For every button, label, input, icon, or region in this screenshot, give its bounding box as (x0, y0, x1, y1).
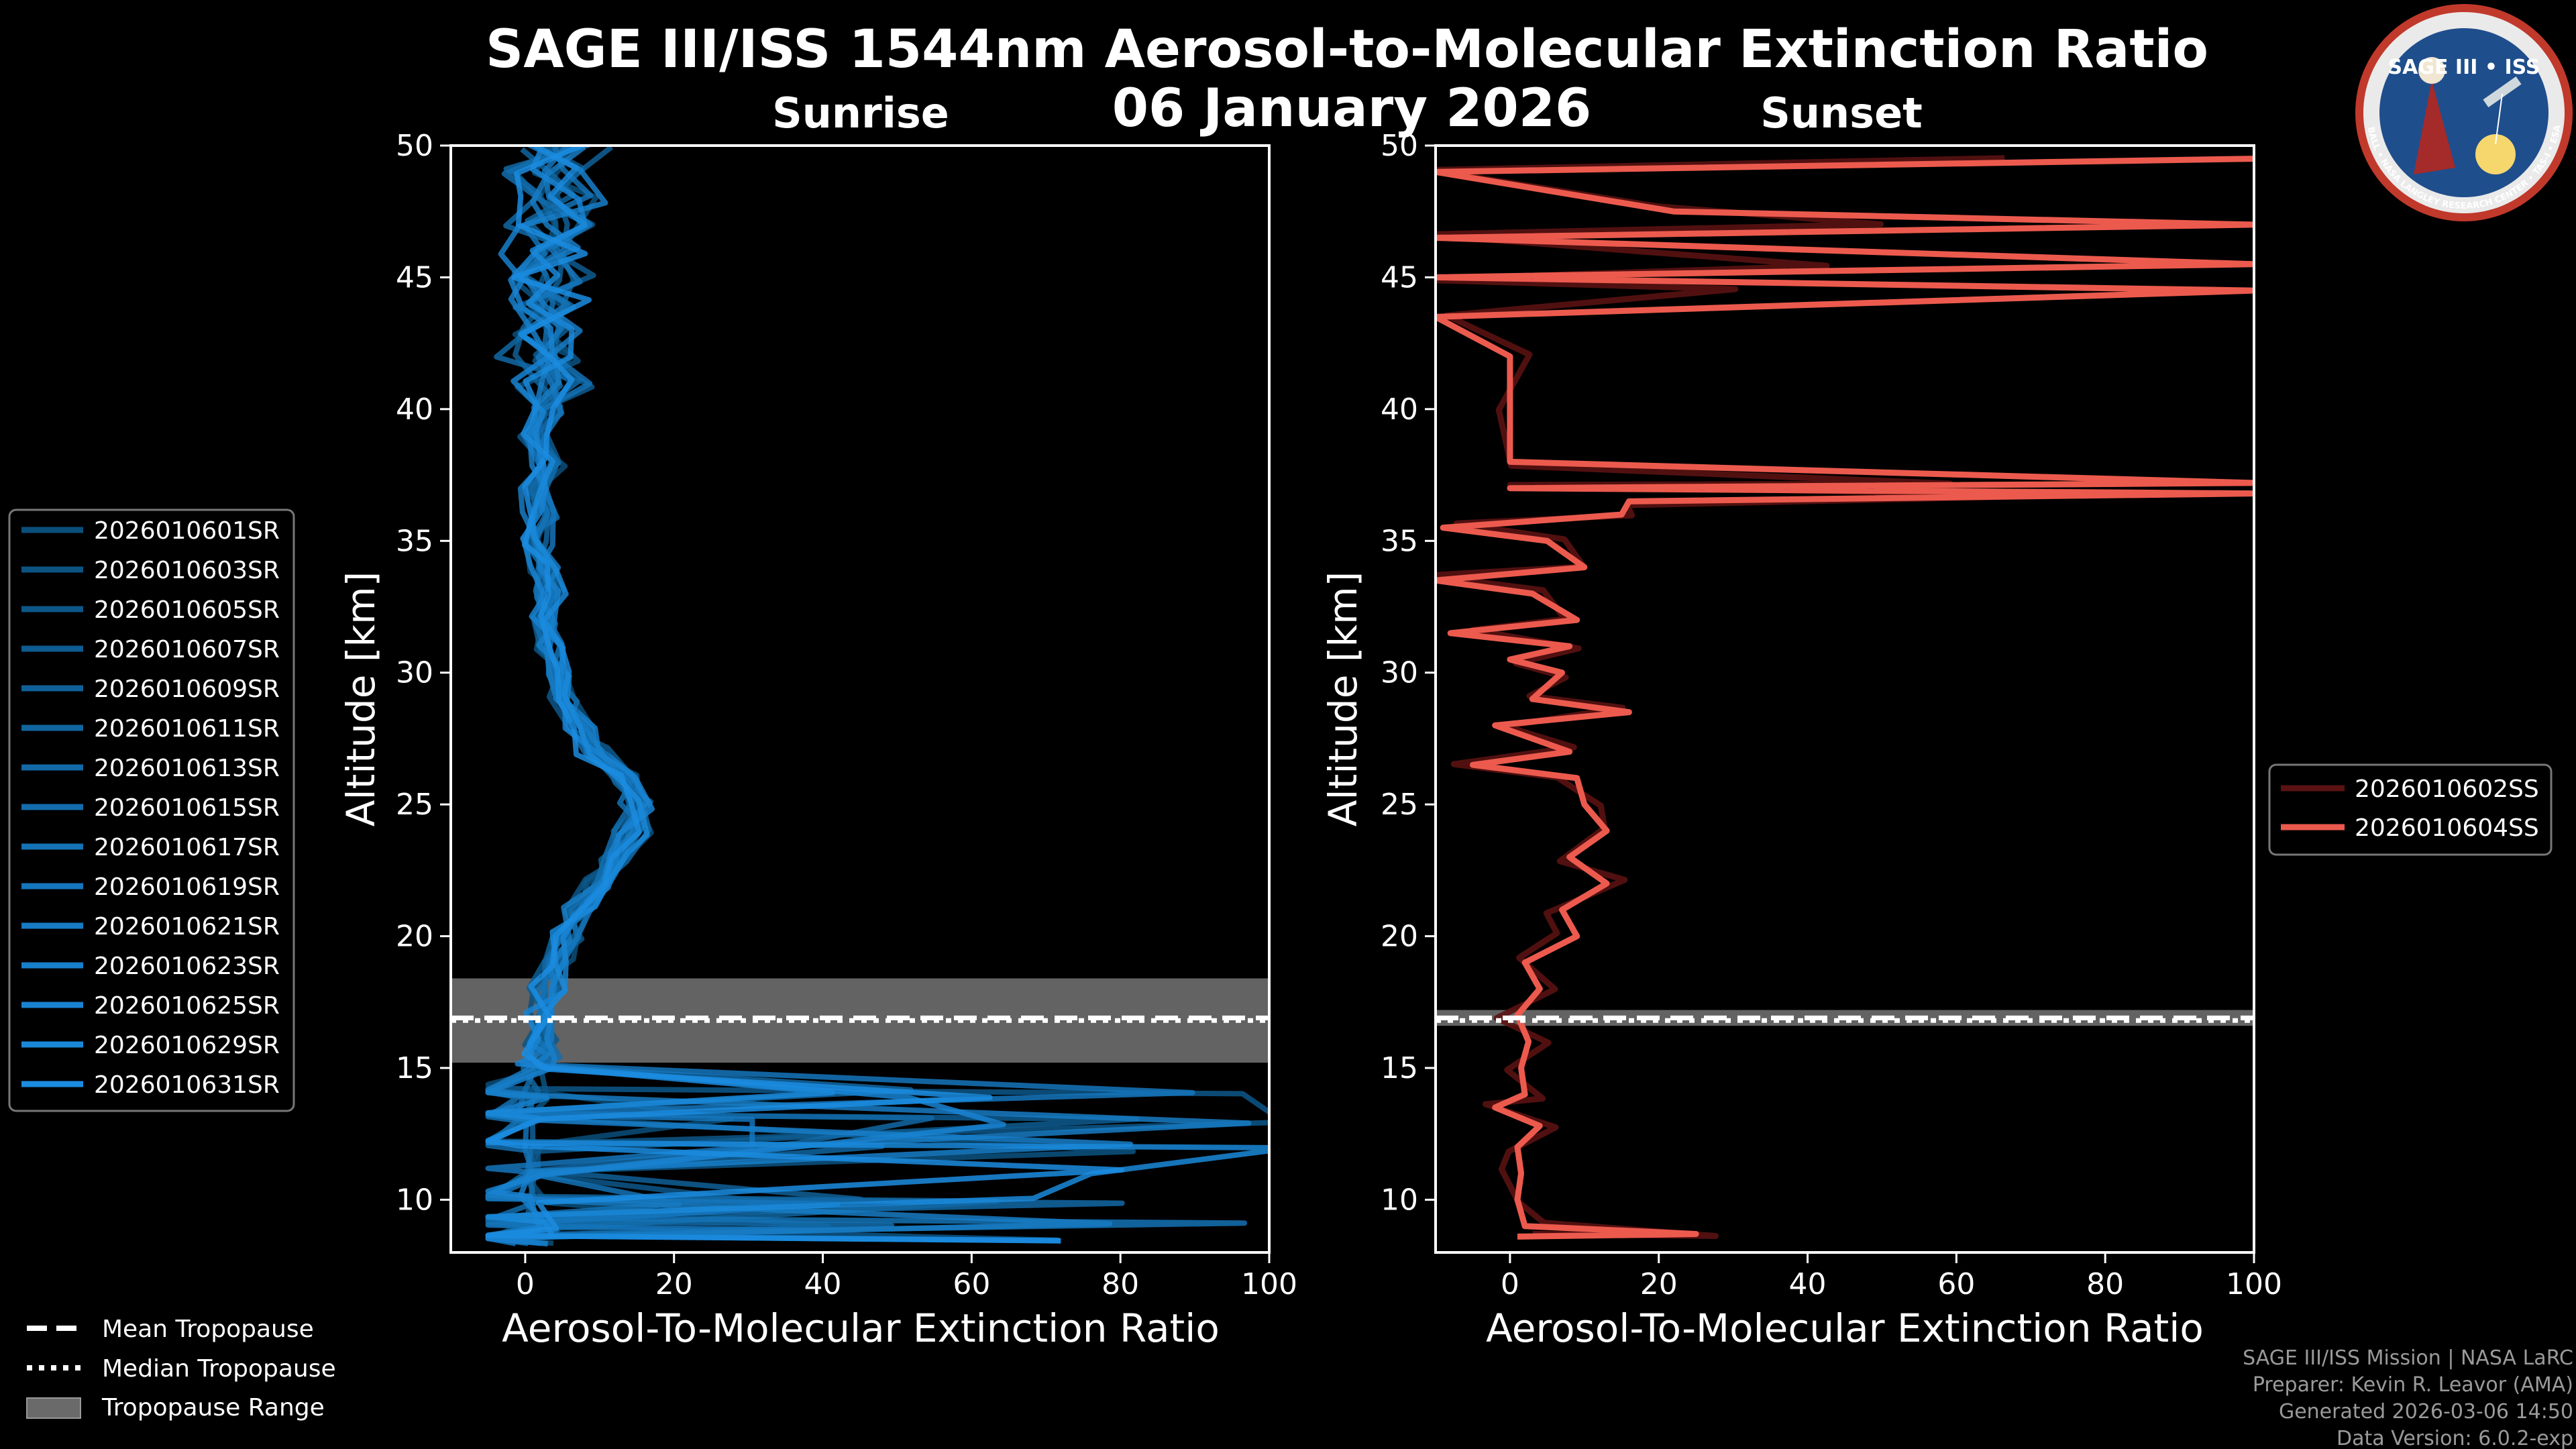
sunrise-legend: 2026010601SR 2026010603SR 2026010605SR 2026… (8, 508, 295, 1112)
sunrise-series-2026010631SR (485, 146, 1125, 1244)
legend-label-2026010613SR: 2026010613SR (94, 755, 280, 782)
footer-line-version: Data Version: 6.0.2-exp (2337, 1427, 2573, 1449)
legend-label-2026010601SR: 2026010601SR (94, 517, 280, 545)
legend-label-2026010631SR: 2026010631SR (94, 1071, 280, 1099)
y-tick-label: 30 (396, 656, 433, 690)
sunrise-legend-frame (8, 508, 295, 1112)
x-tick-label: 20 (1640, 1267, 1678, 1301)
legend-label-2026010611SR: 2026010611SR (94, 715, 280, 743)
x-tick-label: 0 (1501, 1267, 1519, 1301)
y-tick-label: 50 (396, 129, 433, 163)
tropopause-range-label: Tropopause Range (101, 1394, 325, 1421)
sunset-series-2026010602SS (1436, 155, 2065, 1239)
legend-label-2026010615SR: 2026010615SR (94, 794, 280, 822)
footer-line-mission: SAGE III/ISS Mission | NASA LaRC (2243, 1346, 2573, 1370)
y-tick-label: 15 (1381, 1051, 1418, 1085)
legend-label-2026010609SR: 2026010609SR (94, 676, 280, 703)
legend-label-2026010602SS: 2026010602SS (2355, 775, 2539, 803)
y-tick-label: 35 (396, 524, 433, 558)
sunrise-series-2026010625SR (485, 148, 1006, 1247)
y-tick-label: 10 (396, 1183, 433, 1217)
sunset-series-2026010604SS (1436, 156, 2254, 1240)
y-tick-label: 45 (396, 260, 433, 294)
x-tick-label: 40 (1789, 1267, 1827, 1301)
figure-title: SAGE III/ISS 1544nm Aerosol-to-Molecular… (486, 19, 2208, 80)
x-tick-label: 60 (1937, 1267, 1975, 1301)
x-tick-label: 80 (1102, 1267, 1139, 1301)
logo-inner-disc (2379, 28, 2548, 197)
figure-date: 06 January 2026 (1112, 78, 1592, 139)
logo-figure-head-icon (2418, 57, 2445, 84)
legend-label-2026010621SR: 2026010621SR (94, 913, 280, 941)
y-tick-label: 40 (396, 392, 433, 427)
footer-credits: SAGE III/ISS Mission | NASA LaRC Prepare… (2243, 1346, 2573, 1449)
legend-label-2026010625SR: 2026010625SR (94, 992, 280, 1020)
sunset-y-axis-label: Altitude [km] (1320, 572, 1366, 826)
legend-label-2026010619SR: 2026010619SR (94, 873, 280, 901)
legend-label-2026010605SR: 2026010605SR (94, 596, 280, 624)
footer-line-generated: Generated 2026-03-06 14:50 (2279, 1400, 2573, 1424)
logo-station-icon (2483, 76, 2522, 107)
sunset-panel: 0 20 40 60 80 100 10 15 20 25 30 35 40 45 50 Aerosol-T… (1320, 129, 2282, 1351)
y-tick-label: 20 (1381, 920, 1418, 954)
logo-text: SAGE III • ISS (2388, 56, 2540, 79)
legend-label-2026010603SR: 2026010603SR (94, 557, 280, 584)
y-tick-label: 30 (1381, 656, 1418, 690)
sunrise-panel: 0 20 40 60 80 100 10 15 20 25 30 35 40 45 50 Aerosol-T… (338, 129, 1297, 1351)
x-tick-label: 80 (2086, 1267, 2124, 1301)
y-tick-label: 25 (396, 788, 433, 822)
legend-label-2026010623SR: 2026010623SR (94, 953, 280, 980)
sunrise-panel-title: Sunrise (772, 89, 949, 138)
sunset-plot-frame (1434, 144, 2255, 1254)
y-tick-label: 10 (1381, 1183, 1418, 1217)
legend-label-2026010604SS: 2026010604SS (2355, 814, 2539, 842)
tropopause-range-swatch (26, 1397, 81, 1419)
y-tick-label: 40 (1381, 392, 1418, 427)
y-tick-label: 15 (396, 1051, 433, 1085)
tropopause-legend: Mean Tropopause Median Tropopause Tropop… (26, 1316, 336, 1421)
legend-label-2026010617SR: 2026010617SR (94, 834, 280, 861)
x-tick-label: 100 (1241, 1267, 1297, 1301)
median-tropopause-label: Median Tropopause (102, 1355, 336, 1383)
sunrise-x-axis-label: Aerosol-To-Molecular Extinction Ratio (502, 1305, 1220, 1351)
logo-sun-icon (2475, 134, 2516, 174)
sunrise-plot-frame (449, 144, 1271, 1254)
y-tick-label: 20 (396, 920, 433, 954)
sunset-legend: 2026010602SS 2026010604SS (2268, 763, 2553, 856)
sunset-panel-title: Sunset (1760, 89, 1923, 138)
sunrise-series-2026010619SR (485, 146, 1195, 1246)
y-tick-label: 35 (1381, 524, 1418, 558)
legend-label-2026010607SR: 2026010607SR (94, 636, 280, 663)
x-tick-label: 100 (2226, 1267, 2282, 1301)
x-tick-label: 40 (804, 1267, 842, 1301)
sunrise-y-axis-label: Altitude [km] (338, 572, 384, 826)
x-tick-label: 60 (953, 1267, 990, 1301)
legend-label-2026010629SR: 2026010629SR (94, 1032, 280, 1059)
y-tick-label: 50 (1381, 129, 1418, 163)
footer-line-preparer: Preparer: Kevin R. Leavor (AMA) (2253, 1373, 2573, 1397)
y-tick-label: 45 (1381, 260, 1418, 294)
logo-beam-icon (2495, 93, 2503, 145)
y-tick-label: 25 (1381, 788, 1418, 822)
sunrise-series-2026010629SR (485, 146, 1269, 1239)
x-tick-label: 20 (655, 1267, 693, 1301)
mean-tropopause-label: Mean Tropopause (102, 1316, 314, 1343)
x-tick-label: 0 (516, 1267, 535, 1301)
sage-iii-iss-logo: SAGE III • ISS BALL • NASA LANGLEY RESEA… (2355, 4, 2573, 221)
logo-figure-icon (2414, 80, 2455, 174)
sunset-x-axis-label: Aerosol-To-Molecular Extinction Ratio (1486, 1305, 2204, 1351)
